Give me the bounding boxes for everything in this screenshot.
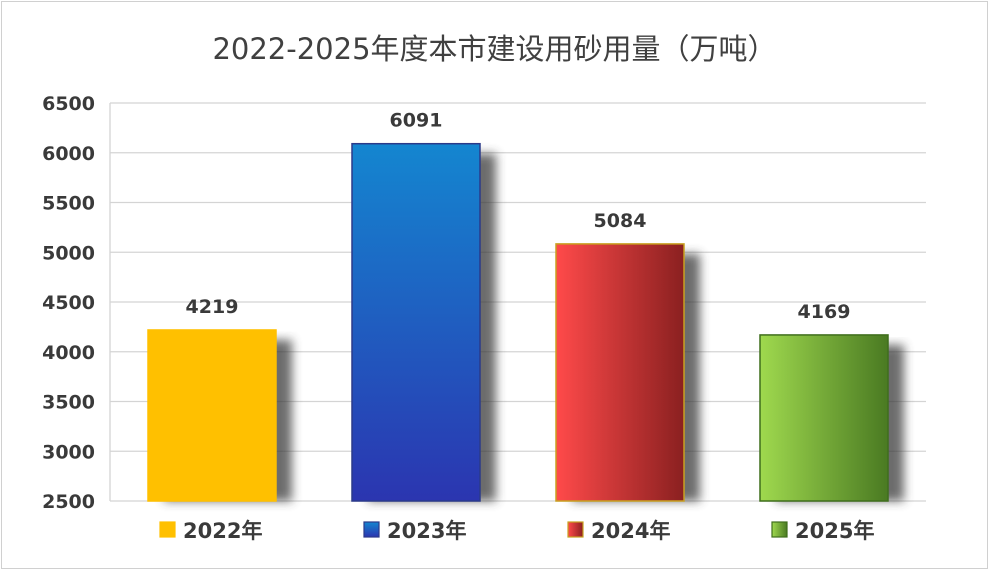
data-label: 6091 [390,110,443,132]
data-label: 4219 [186,296,239,318]
chart-title: 2022-2025年度本市建设用砂用量（万吨） [212,32,777,66]
bar-2022年 [147,329,277,502]
y-tick-label: 4500 [42,292,95,314]
y-tick-label: 6000 [42,143,95,165]
legend-swatch [771,521,788,538]
data-label: 4169 [798,301,851,323]
legend-label: 2024年 [591,519,670,543]
bar-2025年 [759,334,889,502]
legend-label: 2022年 [183,519,262,543]
bar-2024年 [555,243,685,502]
y-tick-label: 3500 [42,392,95,414]
bar-2023年 [351,142,481,502]
legend-swatch [159,521,176,538]
y-tick-label: 4000 [42,342,95,364]
legend-label: 2023年 [387,519,466,543]
y-tick-label: 3000 [42,441,95,463]
legend-swatch [567,521,584,538]
legend-swatch [363,521,380,538]
y-tick-label: 5000 [42,242,95,264]
y-tick-label: 2500 [42,491,95,513]
y-tick-label: 6500 [42,93,95,115]
y-tick-label: 5500 [42,193,95,215]
data-label: 5084 [594,210,647,232]
legend-label: 2025年 [795,519,874,543]
